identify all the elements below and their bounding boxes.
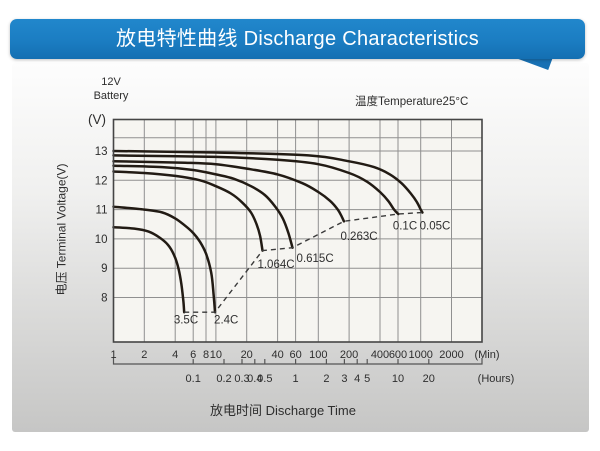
- curve-label-0.05C: 0.05C: [420, 221, 451, 233]
- discharge-curve-1.064C: [112, 170, 264, 252]
- discharge-curve-2.4C: [112, 205, 217, 314]
- battery-type-label: 12V Battery: [86, 75, 136, 103]
- x-tick-label-min: 1: [110, 349, 116, 361]
- x-tick-label-min: 10: [210, 349, 222, 361]
- curve-label-3.5C: 3.5C: [174, 315, 198, 327]
- x-tick-label-hours: 10: [392, 373, 404, 385]
- y-tick-label: 11: [96, 205, 108, 217]
- temperature-label: 温度Temperature25°C: [355, 96, 469, 108]
- x-tick-label-min: 60: [289, 349, 301, 361]
- y-tick-label: 10: [95, 234, 108, 246]
- discharge-curve-0.615C: [112, 164, 294, 249]
- discharge-curve-3.5C: [112, 225, 186, 314]
- hours-axis-bracket: [112, 358, 483, 365]
- curve-label-2.4C: 2.4C: [214, 315, 238, 327]
- x-tick-label-hours: 0.5: [257, 373, 272, 385]
- discharge-curve-0.263C: [112, 160, 346, 223]
- curve-label-0.615C: 0.615C: [297, 253, 334, 265]
- x-tick-label-min: 100: [309, 349, 327, 361]
- x-tick-label-hours: 5: [364, 373, 370, 385]
- x-tick-label-hours: 0.3: [234, 373, 249, 385]
- x-tick-label-hours: 2: [323, 373, 329, 385]
- y-tick-label: 13: [95, 146, 108, 158]
- y-tick-label: 12: [95, 175, 108, 187]
- x-tick-label-min: 6: [190, 349, 196, 361]
- y-axis-title: 电压 Terminal Voltage(V): [54, 163, 69, 296]
- curve-label-1.064C: 1.064C: [257, 259, 294, 271]
- y-tick-label: 8: [101, 293, 107, 305]
- x-tick-label-min: 20: [241, 349, 253, 361]
- x-tick-label-hours: 0.4: [247, 373, 262, 385]
- y-tick-label: 9: [101, 263, 107, 275]
- curve-label-0.1C: 0.1C: [393, 221, 417, 233]
- battery-voltage-text: 12V: [101, 76, 121, 88]
- x-tick-label-min: 4: [172, 349, 178, 361]
- page-title: 放电特性曲线 Discharge Characteristics: [115, 28, 479, 50]
- x-tick-label-min: 400: [371, 349, 389, 361]
- x-tick-label-hours: 4: [354, 373, 360, 385]
- x-tick-label-hours: 1: [293, 373, 299, 385]
- discharge-curve-0.05C: [112, 149, 424, 214]
- title-banner: 放电特性曲线 Discharge Characteristics: [10, 19, 585, 59]
- plot-border: [112, 118, 483, 343]
- x-tick-label-min: 2000: [439, 349, 463, 361]
- x-tick-label-hours: 20: [423, 373, 435, 385]
- x-tick-label-min: 600: [389, 349, 407, 361]
- x-tick-label-hours: 3: [341, 373, 347, 385]
- x-tick-label-min: 8: [203, 349, 209, 361]
- x-axis-title: 放电时间 Discharge Time: [210, 403, 356, 418]
- x-tick-label-hours: 0.2: [216, 373, 231, 385]
- x-tick-label-min: 1000: [408, 349, 432, 361]
- x-tick-label-min: 40: [271, 349, 283, 361]
- curve-label-0.263C: 0.263C: [340, 231, 377, 243]
- x-tick-label-hours: 0.1: [186, 373, 201, 385]
- x-tick-label-min: 200: [340, 349, 358, 361]
- cutoff-dashed-line: [184, 211, 423, 313]
- y-axis-unit-label: (V): [88, 112, 106, 127]
- x-tick-label-min: 2: [141, 349, 147, 361]
- battery-word-text: Battery: [93, 90, 129, 102]
- discharge-curve-0.1C: [112, 154, 400, 216]
- x-axis-unit-hours: (Hours): [478, 373, 515, 385]
- x-axis-unit-min: (Min): [474, 349, 499, 361]
